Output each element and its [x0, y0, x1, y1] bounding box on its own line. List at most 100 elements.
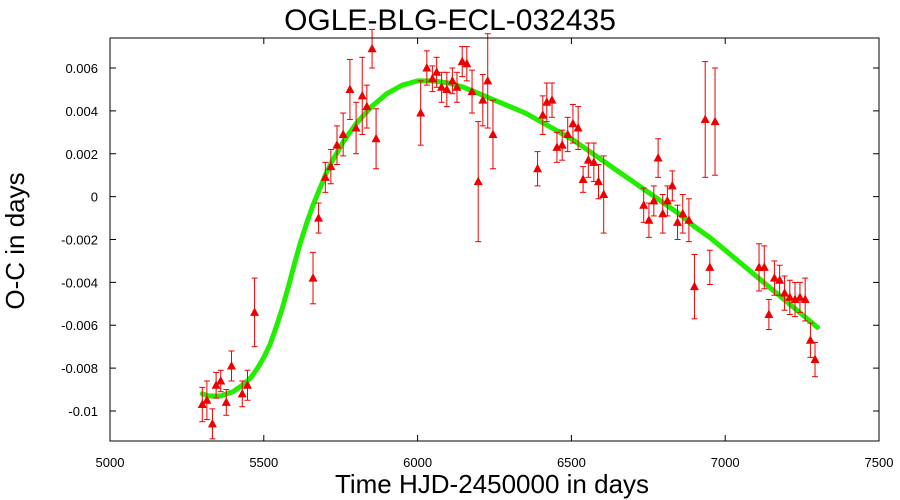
triangle-marker — [242, 380, 252, 389]
triangle-marker — [467, 86, 477, 96]
triangle-marker — [457, 56, 467, 66]
triangle-marker — [785, 292, 795, 301]
data-point — [547, 82, 557, 118]
data-point — [326, 148, 336, 185]
triangle-marker — [644, 215, 654, 224]
triangle-marker — [700, 114, 710, 123]
tick-layer: 5000 5500 6000 6500 7000 7500 0.006 0.004 0.002 0… — [61, 38, 893, 470]
triangle-marker — [658, 208, 668, 218]
triangle-marker — [593, 176, 603, 186]
triangle-marker — [362, 101, 372, 111]
data-point — [684, 198, 694, 243]
triangle-marker — [533, 163, 543, 173]
triangle-marker — [653, 153, 663, 162]
data-point — [769, 260, 779, 296]
data-point — [805, 322, 815, 358]
triangle-marker — [764, 309, 774, 319]
data-point — [422, 50, 432, 86]
triangle-marker — [769, 273, 779, 282]
data-point — [552, 131, 562, 163]
y-tick-label: -0.01 — [68, 404, 98, 419]
data-point — [705, 249, 715, 286]
y-tick-label: -0.006 — [61, 318, 98, 333]
data-point — [320, 161, 330, 193]
triangle-marker — [563, 129, 573, 138]
y-tick-label: -0.008 — [61, 361, 98, 376]
data-point — [242, 369, 252, 401]
triangle-marker — [800, 294, 810, 304]
data-point — [314, 202, 324, 234]
data-point — [639, 187, 649, 223]
triangle-marker — [684, 215, 694, 224]
triangle-marker — [780, 288, 790, 297]
triangle-marker — [462, 58, 472, 68]
triangle-marker — [314, 213, 324, 222]
data-point — [649, 185, 659, 217]
data-point — [367, 28, 377, 69]
triangle-marker — [427, 73, 437, 83]
triangle-marker — [805, 335, 815, 344]
triangle-marker — [326, 161, 336, 171]
data-point — [345, 58, 355, 120]
data-point — [589, 142, 599, 183]
triangle-marker — [542, 97, 552, 106]
data-point — [667, 170, 677, 202]
triangle-marker — [447, 75, 457, 85]
triangle-marker — [673, 217, 683, 226]
y-tick-label: 0.006 — [65, 61, 98, 76]
triangle-marker — [759, 262, 769, 271]
triangle-marker — [538, 110, 548, 119]
triangle-marker — [547, 95, 557, 104]
y-tick-label: 0 — [91, 190, 98, 205]
data-point — [810, 341, 820, 378]
triangle-marker — [207, 418, 217, 428]
triangle-marker — [473, 176, 483, 186]
x-tick-label: 5500 — [249, 455, 278, 470]
triangle-marker — [237, 388, 247, 398]
data-point — [427, 65, 437, 93]
triangle-marker — [416, 108, 426, 117]
data-point — [700, 61, 710, 178]
triangle-marker — [810, 354, 820, 364]
data-point — [442, 71, 452, 108]
triangle-marker — [689, 281, 699, 291]
data-point — [599, 155, 609, 234]
data-point — [467, 69, 477, 114]
data-point — [678, 193, 688, 234]
data-point — [557, 129, 567, 161]
triangle-marker — [488, 129, 498, 138]
triangle-marker — [710, 116, 720, 126]
chart-title: OGLE-BLG-ECL-032435 — [284, 4, 616, 37]
triangle-marker — [338, 129, 348, 138]
data-point — [216, 369, 226, 393]
triangle-marker — [202, 395, 212, 404]
y-axis-label: O-C in days — [0, 172, 30, 309]
data-point — [538, 95, 548, 135]
triangle-marker — [452, 82, 462, 91]
triangle-marker — [795, 292, 805, 301]
data-point — [759, 245, 769, 290]
data-point — [593, 163, 603, 200]
triangle-marker — [599, 189, 609, 198]
triangle-marker — [678, 208, 688, 218]
data-point — [211, 371, 221, 399]
triangle-marker — [568, 118, 578, 128]
data-point — [351, 101, 361, 155]
plot-frame — [109, 37, 880, 442]
triangle-marker — [662, 195, 672, 205]
data-point — [673, 204, 683, 240]
data-point — [207, 408, 217, 440]
x-tick-label: 6000 — [403, 455, 432, 470]
triangle-marker — [483, 75, 493, 85]
data-point — [237, 380, 247, 408]
data-point — [573, 106, 583, 150]
data-point — [764, 299, 774, 331]
data-point-layer — [197, 28, 820, 440]
data-point — [780, 275, 790, 311]
triangle-marker — [367, 43, 377, 53]
triangle-marker — [649, 195, 659, 205]
data-point — [332, 125, 342, 165]
triangle-marker — [573, 123, 583, 132]
data-point — [710, 67, 720, 176]
